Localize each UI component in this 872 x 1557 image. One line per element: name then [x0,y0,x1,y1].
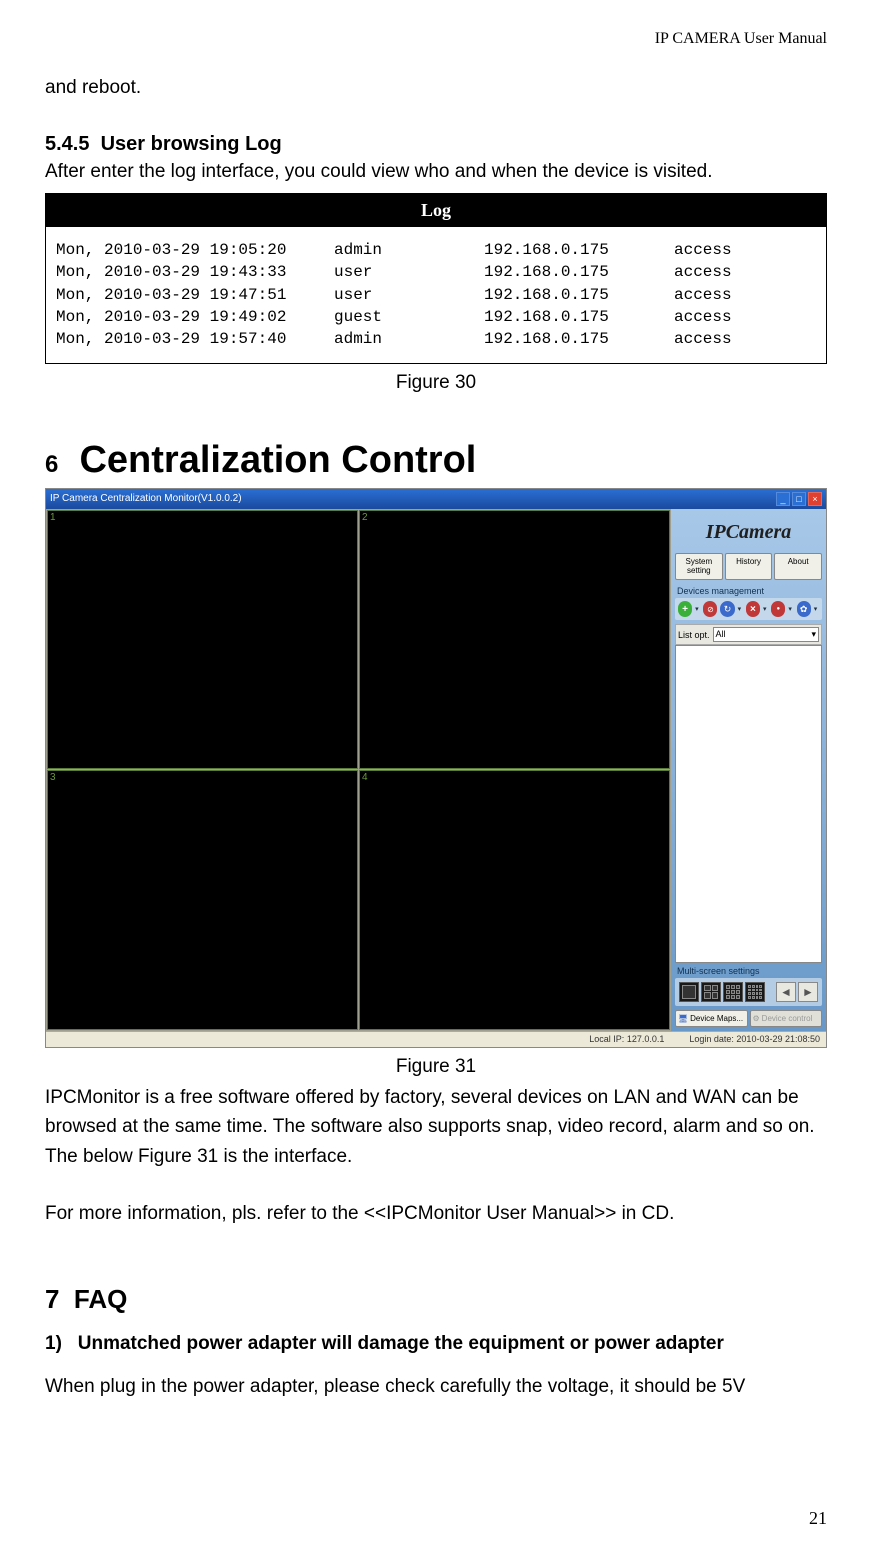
intro-fragment: and reboot. [45,73,827,103]
window-title: IP Camera Centralization Monitor(V1.0.0.… [50,493,242,504]
delete-icon[interactable]: × [746,601,760,617]
system-setting-button[interactable]: System setting [675,553,723,581]
more-info-paragraph: For more information, pls. refer to the … [45,1199,827,1228]
video-cell-2[interactable]: 2 [359,510,670,770]
log-row: Mon, 2010-03-29 19:47:51user192.168.0.17… [56,284,816,306]
dropdown-icon[interactable]: ▾ [788,605,793,613]
maps-icon: 🖥 [678,1014,688,1023]
window-controls: _ □ × [776,492,822,506]
chapter-7-heading: 7 FAQ [45,1284,827,1315]
maximize-button[interactable]: □ [792,492,806,506]
local-ip-status: Local IP: 127.0.0.1 [589,1034,664,1044]
minimize-button[interactable]: _ [776,492,790,506]
chevron-down-icon: ▾ [811,629,816,640]
log-row: Mon, 2010-03-29 19:49:02guest192.168.0.1… [56,306,816,328]
dropdown-icon[interactable]: ▾ [814,605,819,613]
chapter-7-number: 7 [45,1284,59,1314]
multiscreen-label: Multi-screen settings [675,963,822,978]
list-opt-value: All [716,629,726,640]
chapter-6-heading: 6 Centralization Control [45,439,827,482]
section-545-text: After enter the log interface, you could… [45,158,827,187]
video-cell-1[interactable]: 1 [47,510,358,770]
faq-1-text: When plug in the power adapter, please c… [45,1373,827,1402]
section-number: 5.4.5 [45,133,89,155]
video-cell-4[interactable]: 4 [359,770,670,1030]
page-header: IP CAMERA User Manual [45,0,827,48]
multiscreen-row: ◄ ► [675,978,822,1006]
side-panel: IPCamera System setting History About De… [671,509,826,1031]
section-545-heading: 5.4.5 User browsing Log [45,133,827,156]
dropdown-icon[interactable]: ▾ [763,605,768,613]
page-number: 21 [809,1508,827,1529]
device-control-tab[interactable]: ⚙ Device control [750,1010,823,1027]
figure-31-caption: Figure 31 [45,1056,827,1078]
faq-1-heading: 1) Unmatched power adapter will damage t… [45,1333,827,1355]
chapter-7-title: FAQ [74,1284,127,1314]
history-button[interactable]: History [725,553,773,581]
status-bar: Local IP: 127.0.0.1 Login date: 2010-03-… [46,1031,826,1047]
list-option-row: List opt. All ▾ [675,624,822,645]
add-device-icon[interactable]: + [678,601,692,617]
cell-number: 4 [362,772,368,783]
section-title: User browsing Log [101,133,282,155]
centralization-figure: IP Camera Centralization Monitor(V1.0.0.… [45,488,827,1048]
dropdown-icon[interactable]: ▾ [738,605,743,613]
device-control-label: Device control [762,1014,813,1023]
ipcamera-logo: IPCamera [675,513,822,553]
log-row: Mon, 2010-03-29 19:43:33user192.168.0.17… [56,261,816,283]
globe-icon[interactable]: ⊘ [703,601,717,617]
device-maps-label: Device Maps... [690,1014,743,1023]
ipcmonitor-paragraph: IPCMonitor is a free software offered by… [45,1083,827,1171]
refresh-icon[interactable]: ↻ [720,601,734,617]
log-figure: Log Mon, 2010-03-29 19:05:20admin192.168… [45,193,827,364]
window-titlebar: IP Camera Centralization Monitor(V1.0.0.… [46,489,826,509]
cell-number: 1 [50,512,56,523]
device-icon-row: + ▾ ⊘ ↻ ▾ × ▾ ● ▾ ✿ ▾ [675,598,822,620]
log-row: Mon, 2010-03-29 19:05:20admin192.168.0.1… [56,239,816,261]
login-date-status: Login date: 2010-03-29 21:08:50 [689,1034,820,1044]
record-icon[interactable]: ● [771,601,785,617]
next-page-button[interactable]: ► [798,982,818,1002]
bottom-tabs: 🖥 Device Maps... ⚙ Device control [675,1010,822,1027]
log-row: Mon, 2010-03-29 19:57:40admin192.168.0.1… [56,328,816,350]
dropdown-icon[interactable]: ▾ [695,605,700,613]
cell-number: 2 [362,512,368,523]
control-icon: ⚙ [753,1014,760,1023]
prev-page-button[interactable]: ◄ [776,982,796,1002]
chapter-6-number: 6 [45,451,58,478]
faq-1-title: Unmatched power adapter will damage the … [78,1333,724,1354]
list-opt-label: List opt. [678,630,710,640]
video-grid: 1 2 3 4 [46,509,671,1031]
top-tabs: System setting History About [675,553,822,581]
about-button[interactable]: About [774,553,822,581]
log-title: Log [46,194,826,227]
figure-30-caption: Figure 30 [45,372,827,394]
device-maps-tab[interactable]: 🖥 Device Maps... [675,1010,748,1027]
layout-16-button[interactable] [745,982,765,1002]
video-cell-3[interactable]: 3 [47,770,358,1030]
chapter-6-title: Centralization Control [79,439,476,481]
devices-management-label: Devices management [675,584,822,598]
device-list[interactable] [675,645,822,962]
list-opt-select[interactable]: All ▾ [713,627,819,642]
log-body: Mon, 2010-03-29 19:05:20admin192.168.0.1… [46,227,826,363]
gear-icon[interactable]: ✿ [797,601,811,617]
layout-9-button[interactable] [723,982,743,1002]
layout-1-button[interactable] [679,982,699,1002]
faq-1-number: 1) [45,1333,62,1354]
cell-number: 3 [50,772,56,783]
close-button[interactable]: × [808,492,822,506]
layout-4-button[interactable] [701,982,721,1002]
